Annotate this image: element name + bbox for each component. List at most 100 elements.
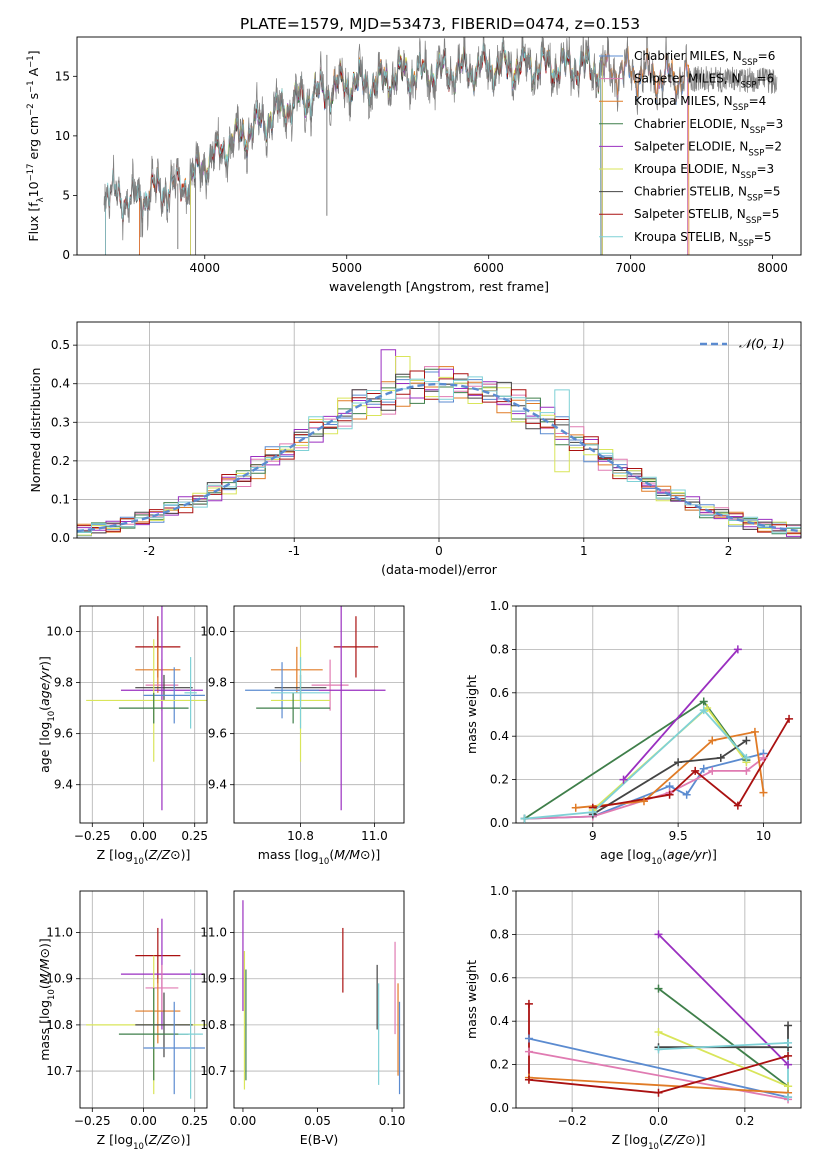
weight-line bbox=[622, 648, 739, 781]
mass-vs-metallicity-panel-plot-area bbox=[86, 918, 207, 1099]
spectrum-legend: Chabrier MILES, NSSP=6 Salpeter MILES, NS… bbox=[599, 49, 783, 249]
weight-marker bbox=[524, 1047, 533, 1056]
weight-marker bbox=[742, 766, 751, 775]
weight-marker bbox=[691, 766, 700, 775]
y-tick-label: 15 bbox=[55, 69, 70, 83]
mass-weight-vs-age-panel-plot-area bbox=[524, 648, 790, 820]
residual-panel-x-axis-label: (data-model)/error bbox=[381, 562, 498, 577]
weight-marker bbox=[639, 797, 648, 806]
weight-line bbox=[592, 739, 747, 816]
weight-marker bbox=[759, 753, 768, 762]
y-tick-label: 0.8 bbox=[490, 642, 509, 656]
y-tick-label: 0.4 bbox=[51, 377, 70, 391]
residual-histogram bbox=[77, 376, 801, 538]
figure-title: PLATE=1579, MJD=53473, FIBERID=0474, z=0… bbox=[240, 15, 640, 33]
y-tick-label: 9.4 bbox=[208, 778, 227, 792]
x-tick-label: -1 bbox=[288, 544, 300, 558]
y-tick-label: 0.2 bbox=[490, 1058, 509, 1072]
mass-weight-vs-age-panel: 9 9.5 10 0.0 0.2 0.4 0.6 0.8 1.0 age [log10(age/y… bbox=[464, 599, 802, 867]
mass-weight-vs-age-panel-y-axis-label: mass weight bbox=[464, 675, 479, 754]
y-tick-label: 9.6 bbox=[208, 727, 227, 741]
mass-vs-metallicity-panel-grid bbox=[80, 891, 207, 1108]
x-tick-label: 7000 bbox=[615, 261, 646, 275]
x-tick-label: 0.00 bbox=[130, 1114, 157, 1128]
y-tick-label: 10.7 bbox=[46, 1064, 73, 1078]
y-tick-label: 0.6 bbox=[490, 686, 509, 700]
weight-line bbox=[657, 933, 789, 1066]
weight-line bbox=[524, 757, 765, 820]
legend-entry: Salpeter ELODIE, NSSP=2 bbox=[634, 139, 782, 158]
spectrum-panel-x-axis-label: wavelength [Angstrom, rest frame] bbox=[329, 279, 549, 294]
x-tick-label: −0.25 bbox=[74, 1114, 111, 1128]
age-vs-metallicity-panel: −0.25 0.00 0.25 9.4 9.6 9.8 10.0 Z [log10(Z/Z⊙)… bbox=[37, 605, 208, 867]
data-spectrum bbox=[103, 37, 778, 241]
weight-marker bbox=[716, 753, 725, 762]
age-vs-mass-panel-x-axis-label: mass [log10(M/M⊙)] bbox=[258, 847, 381, 867]
weight-marker bbox=[619, 775, 628, 784]
y-tick-label: 9.8 bbox=[208, 676, 227, 690]
weight-marker bbox=[784, 1082, 793, 1091]
y-tick-label: 11.0 bbox=[46, 926, 73, 940]
legend-entry: Chabrier ELODIE, NSSP=3 bbox=[634, 117, 783, 136]
y-tick-label: 0.2 bbox=[51, 454, 70, 468]
y-tick-label: 10.9 bbox=[200, 972, 227, 986]
weight-marker bbox=[708, 736, 717, 745]
y-tick-label: 0.1 bbox=[51, 492, 70, 506]
mass-vs-metallicity-panel-x-axis-label: Z [log10(Z/Z⊙)] bbox=[97, 1132, 191, 1152]
x-tick-label: 0.05 bbox=[304, 1114, 331, 1128]
weight-marker bbox=[742, 753, 751, 762]
y-tick-label: 0.0 bbox=[490, 816, 509, 830]
weight-marker bbox=[571, 803, 580, 812]
x-tick-label: -2 bbox=[143, 544, 155, 558]
age-vs-mass-panel-grid bbox=[234, 606, 404, 823]
spectrum-panel-y-axis-label: Flux [fλ10−17 erg cm−2 s−1 A−1] bbox=[26, 50, 46, 241]
x-tick-label: 0.0 bbox=[649, 1114, 668, 1128]
x-tick-label: 0.25 bbox=[181, 829, 208, 843]
x-tick-label: 0.00 bbox=[130, 829, 157, 843]
weight-marker bbox=[784, 1093, 793, 1102]
y-tick-label: 10 bbox=[55, 129, 70, 143]
spectrum-panel: 4000 5000 6000 7000 8000 0 5 10 15 wavelength [An… bbox=[26, 36, 802, 294]
x-tick-label: 0 bbox=[435, 544, 443, 558]
normal-distribution-curve bbox=[77, 382, 801, 533]
y-tick-label: 1.0 bbox=[490, 599, 509, 613]
weight-marker bbox=[784, 1051, 793, 1060]
x-tick-label: 2 bbox=[725, 544, 733, 558]
legend-entry: Kroupa STELIB, NSSP=5 bbox=[634, 230, 772, 249]
weight-marker bbox=[524, 1034, 533, 1043]
y-tick-label: 0.4 bbox=[490, 1014, 509, 1028]
x-tick-label: −0.2 bbox=[558, 1114, 587, 1128]
y-tick-label: 10.8 bbox=[200, 1018, 227, 1032]
y-tick-label: 0.5 bbox=[51, 338, 70, 352]
y-tick-label: 0.3 bbox=[51, 415, 70, 429]
x-tick-label: 5000 bbox=[331, 261, 362, 275]
weight-marker bbox=[784, 1038, 793, 1047]
weight-marker bbox=[524, 1075, 533, 1084]
x-tick-label: 11.0 bbox=[361, 829, 388, 843]
mass-vs-extinction-panel-x-axis-label: E(B-V) bbox=[300, 1132, 339, 1147]
x-tick-label: 0.25 bbox=[181, 1114, 208, 1128]
x-tick-label: 9 bbox=[589, 829, 597, 843]
x-tick-label: 0.2 bbox=[735, 1114, 754, 1128]
x-tick-label: −0.25 bbox=[74, 829, 111, 843]
weight-line bbox=[524, 708, 748, 820]
weight-marker bbox=[708, 766, 717, 775]
mass-vs-extinction-panel-grid bbox=[234, 932, 404, 1072]
weight-marker bbox=[654, 930, 663, 939]
y-tick-label: 0.0 bbox=[490, 1101, 509, 1115]
legend-entry: Kroupa MILES, NSSP=4 bbox=[634, 94, 766, 113]
weight-marker bbox=[785, 714, 794, 723]
age-vs-mass-panel-frame bbox=[233, 605, 405, 824]
weight-marker bbox=[733, 801, 742, 810]
weight-marker bbox=[654, 1028, 663, 1037]
x-tick-label: 4000 bbox=[189, 261, 220, 275]
mass-weight-vs-age-panel-frame bbox=[515, 605, 802, 824]
weight-marker bbox=[750, 727, 759, 736]
x-tick-label: 1 bbox=[580, 544, 588, 558]
y-tick-label: 0.8 bbox=[490, 927, 509, 941]
mass-weight-vs-metallicity-panel-y-axis-label: mass weight bbox=[464, 960, 479, 1039]
weight-marker bbox=[524, 999, 533, 1008]
legend-entry: Salpeter MILES, NSSP=6 bbox=[634, 72, 774, 91]
weight-marker bbox=[520, 814, 529, 823]
weight-line bbox=[528, 1050, 789, 1101]
